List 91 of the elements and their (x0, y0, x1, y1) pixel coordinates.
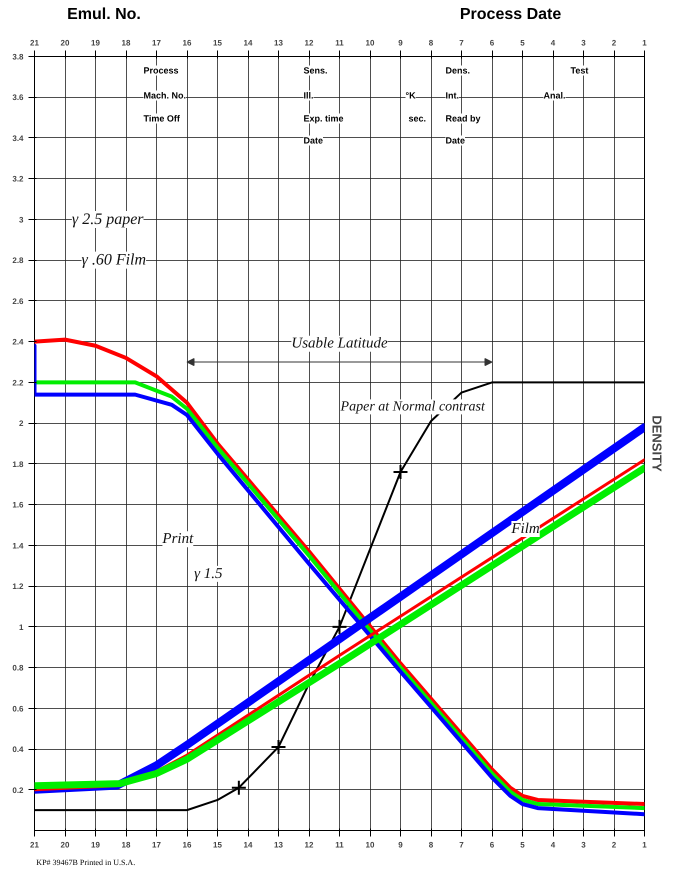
annotation: Exp. time (304, 114, 344, 124)
y-tick-label: 0.6 (12, 704, 24, 714)
x-tick-label: 14 (244, 38, 253, 48)
annotation: Ill. (304, 90, 314, 100)
annotation: °K (406, 90, 416, 100)
x2-tick-label: 18 (122, 840, 131, 850)
x2-tick-label: 8 (428, 840, 434, 850)
annotation: sec. (408, 114, 426, 124)
x-tick-label: 20 (60, 38, 70, 48)
annotation: Usable Latitude (291, 336, 388, 352)
annotation: γ .60 Film (82, 252, 146, 269)
y-tick-label: 3 (19, 215, 24, 224)
annotation: Process (144, 66, 179, 76)
y-tick-label: 1.4 (12, 541, 24, 550)
y-axis-title: DENSITY (650, 415, 664, 472)
point (230, 780, 247, 796)
x2-tick-label: 20 (60, 840, 70, 850)
x-tick-label: 12 (304, 38, 314, 48)
x-tick-label: 1 (642, 38, 648, 48)
x2-tick-label: 17 (152, 840, 162, 850)
x-tick-label: 2 (612, 38, 617, 48)
annotation: γ 1.5 (194, 566, 224, 582)
x2-tick-label: 9 (398, 840, 404, 850)
x-tick-label: 9 (398, 38, 404, 48)
x2-tick-label: 10 (366, 840, 375, 850)
x2-tick-label: 4 (550, 840, 556, 850)
x2-tick-label: 1 (642, 840, 648, 850)
text: KP# 39467B Printed in U.S.A. (36, 858, 136, 867)
annotation: Anal. (544, 90, 566, 100)
y-tick-label: 0.8 (12, 664, 24, 673)
y-tick-label: 2.8 (12, 256, 24, 266)
annotation: Read by (446, 114, 481, 124)
y-tick-label: 0.4 (12, 745, 24, 754)
y-tick-label: 3.4 (12, 134, 24, 143)
annotation: Film (510, 521, 540, 538)
point (332, 618, 348, 635)
x2-tick-label: 14 (244, 840, 253, 850)
x-tick-label: 19 (91, 38, 100, 48)
y-tick-label: 1.8 (12, 460, 24, 469)
annotation: Dens. (446, 66, 470, 76)
text: Process Date (460, 6, 562, 23)
x-tick-label: 4 (550, 38, 556, 48)
text: Emul. No. (67, 6, 141, 23)
annotation: Test (570, 66, 588, 76)
x2-tick-label: 2 (612, 840, 617, 850)
x2-tick-label: 11 (335, 840, 344, 850)
annotation: Sens. (304, 66, 328, 76)
y-tick-label: 3.6 (12, 93, 24, 102)
y-tick-label: 1 (19, 622, 24, 632)
annotation: Date (304, 136, 324, 146)
x-tick-label: 11 (335, 38, 344, 48)
x-tick-label: 18 (122, 38, 131, 48)
x-tick-label: 21 (30, 38, 40, 48)
x2-tick-label: 16 (182, 840, 192, 850)
y-tick-label: 2.2 (12, 378, 24, 388)
x2-tick-label: 7 (459, 840, 464, 850)
x-tick-label: 15 (213, 38, 222, 48)
x-tick-label: 13 (274, 38, 284, 48)
point (270, 738, 286, 755)
x2-tick-label: 3 (581, 840, 586, 850)
x-tick-label: 3 (581, 38, 586, 48)
x-tick-label: 7 (459, 38, 464, 48)
x-tick-label: 5 (520, 38, 526, 48)
point (392, 464, 408, 480)
annotation: Time Off (144, 114, 181, 124)
y-tick-label: 3.8 (12, 52, 24, 62)
x-tick-label: 10 (366, 38, 375, 48)
annotation: Print (161, 531, 194, 548)
x-tick-label: 6 (490, 38, 495, 48)
x-tick-label: 17 (152, 38, 162, 48)
annotation: Int. (446, 90, 459, 100)
x2-tick-label: 5 (520, 840, 526, 850)
y-tick-label: 2 (19, 419, 24, 428)
annotation: γ 2.5 paper (72, 210, 144, 228)
x-tick-label: 16 (182, 38, 192, 48)
annotation: Mach. No. (144, 90, 186, 100)
annotation: Date (446, 136, 466, 146)
x2-tick-label: 12 (304, 840, 314, 850)
y-tick-label: 2.4 (12, 338, 24, 347)
y-tick-label: 2.6 (12, 296, 24, 306)
x2-tick-label: 21 (30, 840, 40, 850)
y-tick-label: 0.2 (12, 786, 24, 795)
x-tick-label: 8 (428, 38, 434, 48)
x2-tick-label: 6 (490, 840, 495, 850)
x2-tick-label: 19 (91, 840, 100, 850)
y-tick-label: 3.2 (12, 174, 24, 184)
y-tick-label: 1.2 (12, 582, 24, 592)
y-tick-label: 1.6 (12, 500, 24, 510)
x2-tick-label: 15 (213, 840, 222, 850)
x2-tick-label: 13 (274, 840, 284, 850)
annotation: Paper at Normal contrast (340, 399, 486, 414)
